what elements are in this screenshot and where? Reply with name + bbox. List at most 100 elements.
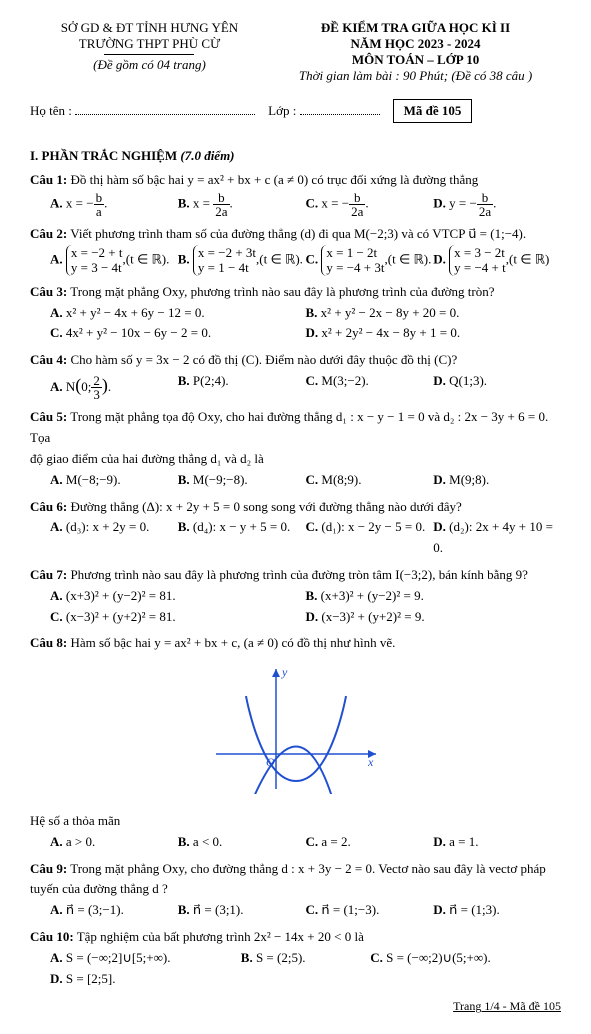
header-right: ĐỀ KIỂM TRA GIỮA HỌC KÌ II NĂM HỌC 2023 …: [272, 20, 559, 84]
choice-text: (d₁): x − 2y − 5 = 0.: [321, 519, 425, 534]
q9-choices: A. n⃗ = (3;−1). B. n⃗ = (3;1). C. n⃗ = (…: [50, 900, 561, 921]
choice-text: n⃗ = (1;3).: [449, 902, 500, 917]
choice-text: Q(1;3).: [449, 373, 487, 388]
choice-label: A.: [50, 251, 63, 266]
choice-text: a = 2.: [321, 834, 350, 849]
q2-C: C. x = 1 − 2ty = −4 + 3t,(t ∈ ℝ).: [306, 245, 434, 276]
choice-label: B.: [178, 472, 190, 487]
name-field[interactable]: [75, 102, 255, 115]
exam-code: Mã đề 105: [393, 99, 473, 123]
choice-label: D.: [50, 971, 63, 986]
q1-choices: A. x = −ba. B. x = b2a. C. x = −b2a. D. …: [50, 191, 561, 218]
choice-label: C.: [50, 609, 63, 624]
choice-text: (x+3)² + (y−2)² = 9.: [321, 588, 424, 603]
q6-D: D. (d₂): 2x + 4y + 10 = 0.: [433, 517, 561, 559]
q4-A: A. N(0;23).: [50, 371, 178, 402]
choice-label: C.: [306, 519, 319, 534]
q3-choices: A. x² + y² − 4x + 6y − 12 = 0. B. x² + y…: [50, 303, 561, 345]
cond: ,(t ∈ ℝ): [506, 251, 550, 266]
choice-label: A.: [50, 472, 63, 487]
choice-text: M(8;9).: [321, 472, 361, 487]
q1-A: A. x = −ba.: [50, 191, 178, 218]
question-1: Câu 1: Đồ thị hàm số bậc hai y = ax² + b…: [30, 170, 561, 218]
choice-label: B.: [306, 305, 318, 320]
q4-label: Câu 4:: [30, 352, 67, 367]
class-field[interactable]: [300, 102, 380, 115]
choice-label: B.: [178, 373, 190, 388]
q9-text: Trong mặt phẳng Oxy, cho đường thẳng d :…: [70, 861, 546, 876]
choice-text: (d₃): x + 2y = 0.: [66, 519, 149, 534]
q6-text: Đường thẳng (Δ): x + 2y + 5 = 0 song son…: [70, 499, 461, 514]
q2-D: D. x = 3 − 2ty = −4 + t,(t ∈ ℝ): [433, 245, 561, 276]
question-2: Câu 2: Viết phương trình tham số của đườ…: [30, 224, 561, 276]
q7-D: D. (x−3)² + (y+2)² = 9.: [306, 607, 562, 628]
choice-label: A.: [50, 902, 63, 917]
choice-label: D.: [433, 472, 446, 487]
q1-C: C. x = −b2a.: [306, 191, 434, 218]
q9-text2: tuyến của đường thẳng d ?: [30, 881, 168, 896]
choice-label: A.: [50, 305, 63, 320]
parabola-graph: x y O: [30, 664, 561, 801]
q9-B: B. n⃗ = (3;1).: [178, 900, 306, 921]
choice-label: B.: [178, 195, 190, 210]
question-8: Câu 8: Hàm số bậc hai y = ax² + bx + c, …: [30, 633, 561, 852]
q3-B: B. x² + y² − 2x − 8y + 20 = 0.: [306, 303, 562, 324]
choice-text: P(2;4).: [193, 373, 229, 388]
q10-A: A. S = (−∞;2]∪[5;+∞).: [50, 948, 241, 969]
q2-B: B. x = −2 + 3ty = 1 − 4t,(t ∈ ℝ).: [178, 245, 306, 276]
q2-A: A. x = −2 + ty = 3 − 4t,(t ∈ ℝ).: [50, 245, 178, 276]
q8-A: A. a > 0.: [50, 832, 178, 853]
subject: MÔN TOÁN – LỚP 10: [272, 52, 559, 68]
school: TRƯỜNG THPT PHÙ CỪ: [30, 36, 269, 52]
choice-label: D.: [306, 325, 319, 340]
q1-text: Đồ thị hàm số bậc hai y = ax² + bx + c (…: [70, 172, 478, 187]
choice-label: A.: [50, 195, 63, 210]
page-footer: Trang 1/4 - Mã đề 105: [30, 999, 561, 1014]
section-1-label: I. PHẦN TRẮC NGHIỆM: [30, 148, 177, 163]
choice-text: S = [2;5].: [66, 971, 116, 986]
choice-label: D.: [306, 609, 319, 624]
choice-text: (x+3)² + (y−2)² = 81.: [66, 588, 176, 603]
q8-text: Hàm số bậc hai y = ax² + bx + c, (a ≠ 0)…: [70, 635, 395, 650]
question-7: Câu 7: Phương trình nào sau đây là phươn…: [30, 565, 561, 627]
time-note: Thời gian làm bài : 90 Phút; (Đề có 38 c…: [272, 68, 559, 84]
question-9: Câu 9: Trong mặt phẳng Oxy, cho đường th…: [30, 859, 561, 921]
q6-choices: A. (d₃): x + 2y = 0. B. (d₄): x − y + 5 …: [50, 517, 561, 559]
q4-text: Cho hàm số y = 3x − 2 có đồ thị (C). Điể…: [70, 352, 457, 367]
choice-text: x² + y² − 4x + 6y − 12 = 0.: [66, 305, 205, 320]
section-1-title: I. PHẦN TRẮC NGHIỆM (7.0 điểm): [30, 148, 561, 164]
choice-text: n⃗ = (3;1).: [193, 902, 244, 917]
q4-choices: A. N(0;23). B. P(2;4). C. M(3;−2). D. Q(…: [50, 371, 561, 402]
q8-D: D. a = 1.: [433, 832, 561, 853]
q6-B: B. (d₄): x − y + 5 = 0.: [178, 517, 306, 559]
q5-text2: độ giao điểm của hai đường thẳng d₁ và d…: [30, 451, 264, 466]
choice-text: (d₄): x − y + 5 = 0.: [193, 519, 290, 534]
choice-label: C.: [306, 472, 319, 487]
choice-text: M(9;8).: [449, 472, 489, 487]
cond: ,(t ∈ ℝ).: [385, 251, 432, 266]
class-label: Lớp :: [268, 103, 296, 118]
choice-label: B.: [178, 834, 190, 849]
choice-text: n⃗ = (3;−1).: [66, 902, 124, 917]
q10-B: B. S = (2;5).: [241, 948, 370, 969]
choice-label: C.: [306, 251, 319, 266]
choice-text: S = (−∞;2]∪[5;+∞).: [66, 950, 171, 965]
choice-label: C.: [50, 325, 63, 340]
choice-text: (x−3)² + (y+2)² = 81.: [66, 609, 176, 624]
question-4: Câu 4: Cho hàm số y = 3x − 2 có đồ thị (…: [30, 350, 561, 401]
choice-text: M(3;−2).: [321, 373, 368, 388]
choice-label: B.: [306, 588, 318, 603]
q5-B: B. M(−9;−8).: [178, 470, 306, 491]
department: SỞ GD & ĐT TỈNH HƯNG YÊN: [30, 20, 269, 36]
cond: ,(t ∈ ℝ).: [123, 251, 170, 266]
q3-D: D. x² + 2y² − 4x − 8y + 1 = 0.: [306, 323, 562, 344]
choice-label: D.: [433, 519, 446, 534]
q9-D: D. n⃗ = (1;3).: [433, 900, 561, 921]
y-arrow: [272, 669, 280, 677]
q9-C: C. n⃗ = (1;−3).: [306, 900, 434, 921]
q1-B: B. x = b2a.: [178, 191, 306, 218]
choice-label: A.: [50, 834, 63, 849]
q8-text2: Hệ số a thỏa mãn: [30, 811, 561, 832]
divider: [104, 54, 194, 55]
q10-choices: A. S = (−∞;2]∪[5;+∞). B. S = (2;5). C. S…: [50, 948, 561, 990]
